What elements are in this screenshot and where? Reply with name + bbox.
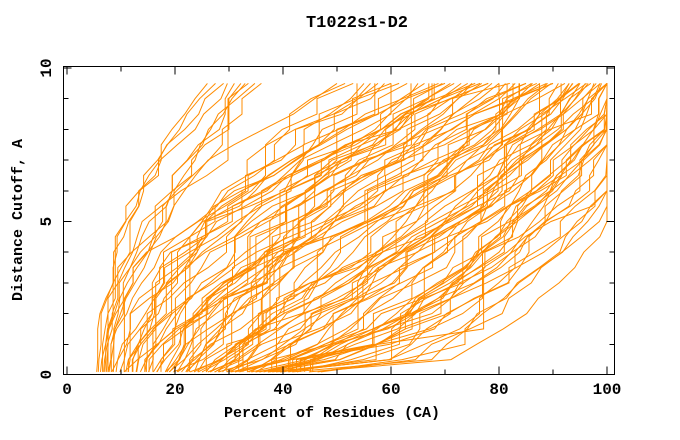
curve-line bbox=[96, 83, 208, 372]
x-tick-label: 60 bbox=[381, 381, 400, 399]
curve-line bbox=[292, 83, 608, 372]
curve-line bbox=[125, 83, 379, 372]
curve-line bbox=[115, 83, 358, 372]
curve-line bbox=[234, 83, 570, 373]
curve-line bbox=[185, 83, 500, 373]
curve-line bbox=[164, 82, 468, 373]
curve-line bbox=[156, 82, 455, 373]
curve-line bbox=[107, 82, 346, 373]
curve-line bbox=[139, 83, 419, 373]
plot-frame bbox=[63, 66, 615, 375]
curve-line bbox=[103, 82, 338, 372]
curve-line bbox=[185, 83, 506, 373]
curve-line bbox=[296, 83, 608, 372]
curve-line bbox=[272, 83, 608, 373]
curve-line bbox=[226, 82, 554, 372]
curve-line bbox=[189, 82, 510, 372]
curve-line bbox=[148, 82, 443, 372]
x-axis-label: Percent of Residues (CA) bbox=[224, 405, 440, 422]
y-tick-label: 0 bbox=[38, 370, 56, 380]
curve-line bbox=[166, 82, 476, 373]
curve-line bbox=[255, 83, 597, 373]
curve-line bbox=[246, 82, 587, 372]
curve-line bbox=[169, 82, 481, 373]
curve-line bbox=[193, 83, 516, 373]
curve-line bbox=[287, 83, 608, 372]
tick-labels-group: 0 20 40 60 80 100 0 5 10 bbox=[38, 58, 621, 399]
x-tick-label: 20 bbox=[165, 381, 184, 399]
curve-line bbox=[177, 83, 493, 373]
curve-line bbox=[276, 83, 608, 372]
curves-group bbox=[96, 82, 608, 373]
curve-line bbox=[123, 82, 392, 373]
curve-line bbox=[255, 83, 601, 373]
curve-line bbox=[168, 83, 473, 373]
curve-line bbox=[97, 83, 216, 372]
curve-line bbox=[248, 83, 595, 373]
curve-line bbox=[152, 82, 451, 372]
y-tick-label: 10 bbox=[38, 58, 56, 77]
curve-line bbox=[310, 83, 608, 372]
y-tick-label: 5 bbox=[38, 217, 56, 227]
x-tick-label: 100 bbox=[593, 381, 622, 399]
curve-line bbox=[110, 83, 256, 372]
curve-line bbox=[275, 83, 608, 373]
curve-line bbox=[187, 83, 514, 373]
curve-line bbox=[123, 83, 371, 372]
x-tick-label: 0 bbox=[62, 381, 72, 399]
curve-line bbox=[107, 83, 249, 372]
curve-line bbox=[279, 83, 608, 373]
curve-line bbox=[226, 82, 566, 373]
curve-line bbox=[102, 83, 228, 372]
curve-line bbox=[239, 83, 574, 373]
curve-line bbox=[111, 82, 354, 373]
y-axis-label: Distance Cutoff, A bbox=[10, 139, 27, 301]
curve-line bbox=[251, 83, 589, 373]
curve-line bbox=[231, 83, 562, 373]
curve-line bbox=[160, 82, 462, 372]
curve-line bbox=[197, 82, 527, 373]
x-tick-label: 80 bbox=[489, 381, 508, 399]
curve-line bbox=[144, 83, 435, 372]
curve-line bbox=[131, 82, 408, 372]
curve-line bbox=[127, 83, 376, 372]
chart-title: T1022s1-D2 bbox=[306, 14, 408, 33]
x-tick-label: 40 bbox=[273, 381, 292, 399]
curve-line bbox=[209, 82, 538, 373]
ticks-group bbox=[63, 66, 615, 375]
curve-line bbox=[205, 82, 532, 373]
curve-line bbox=[164, 83, 473, 373]
curve-line bbox=[105, 83, 242, 372]
